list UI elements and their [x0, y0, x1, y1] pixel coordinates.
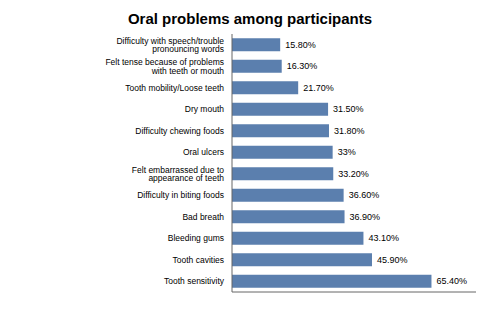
svg-text:Bad breath: Bad breath [182, 212, 224, 222]
svg-text:Bleeding gums: Bleeding gums [168, 233, 224, 243]
svg-text:36.60%: 36.60% [349, 190, 380, 200]
svg-text:36.90%: 36.90% [350, 212, 381, 222]
html-text:Oral problems among participan: Oral problems among participants [127, 10, 373, 27]
svg-text:Oral ulcers: Oral ulcers [183, 147, 224, 157]
svg-text:Tooth sensitivity: Tooth sensitivity [164, 276, 225, 286]
svg-text:15.80%: 15.80% [285, 40, 316, 50]
svg-text:Felt embarrassed due toappeara: Felt embarrassed due toappearance of tee… [132, 165, 224, 184]
svg-text:45.90%: 45.90% [377, 255, 408, 265]
svg-text:Felt tense because of problems: Felt tense because of problemswith teeth… [105, 57, 224, 76]
svg-text:Difficulty in biting foods: Difficulty in biting foods [137, 190, 224, 200]
svg-text:21.70%: 21.70% [303, 83, 334, 93]
svg-text:31.80%: 31.80% [334, 126, 365, 136]
svg-text:Tooth mobility/Loose teeth: Tooth mobility/Loose teeth [125, 83, 224, 93]
svg-text:Difficulty with speech/trouble: Difficulty with speech/troublepronouncin… [116, 36, 224, 55]
svg-text:33.20%: 33.20% [338, 169, 369, 179]
svg-text:65.40%: 65.40% [436, 276, 467, 286]
svg-text:31.50%: 31.50% [333, 104, 364, 114]
svg-text:Dry mouth: Dry mouth [185, 104, 224, 114]
svg-text:Difficulty chewing foods: Difficulty chewing foods [135, 126, 224, 136]
svg-text:16.30%: 16.30% [287, 61, 318, 71]
svg-text:Tooth cavities: Tooth cavities [173, 255, 225, 265]
svg-text:33%: 33% [338, 147, 356, 157]
svg-text:43.10%: 43.10% [368, 233, 399, 243]
